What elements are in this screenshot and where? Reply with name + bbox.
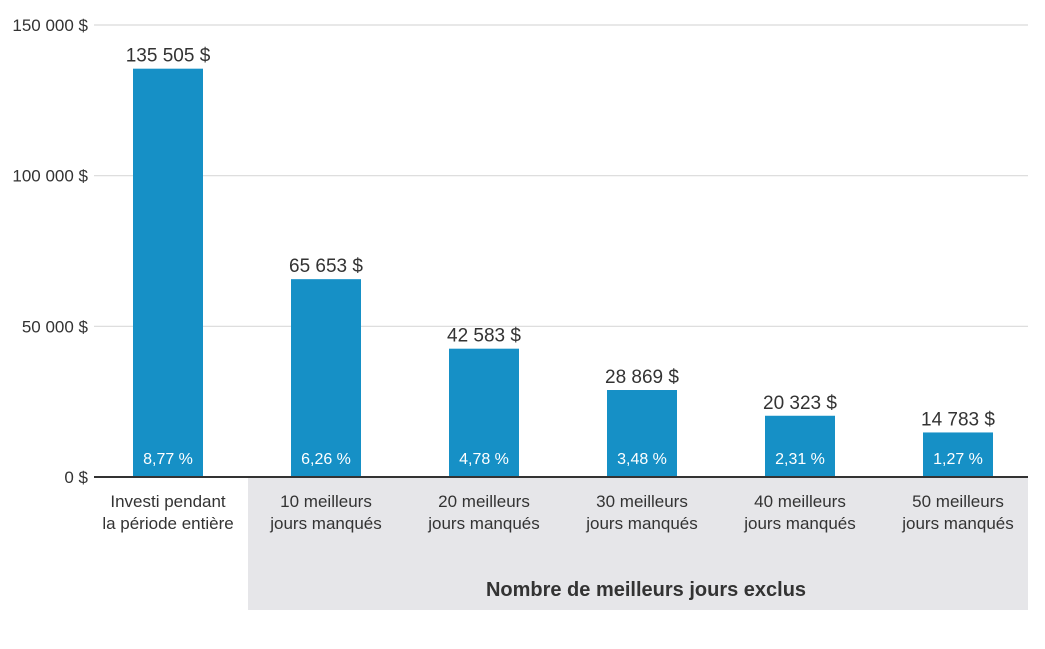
y-tick-label: 0 $ <box>64 468 88 487</box>
data-label: 14 783 $ <box>921 409 995 430</box>
y-tick-label: 100 000 $ <box>12 167 88 186</box>
bars <box>133 68 993 477</box>
group-background <box>248 478 1028 610</box>
x-tick-label: Investi pendant la période entière <box>102 492 233 533</box>
y-tick-label: 50 000 $ <box>22 317 89 336</box>
rate-label: 4,78 % <box>459 451 509 468</box>
value-labels: 135 505 $ 65 653 $ 42 583 $ 28 869 $ 20 323 … <box>126 46 996 431</box>
x-tick-label-line: jours manqués <box>743 514 856 533</box>
bar <box>607 390 677 477</box>
x-tick-label-line: jours manqués <box>585 514 698 533</box>
x-tick-label-line: jours manqués <box>269 514 382 533</box>
rate-label: 2,31 % <box>775 451 825 468</box>
rate-label: 3,48 % <box>617 451 667 468</box>
x-tick-label: 30 meilleurs jours manqués <box>585 492 698 533</box>
x-tick-label-line: 20 meilleurs <box>438 492 530 511</box>
data-label: 65 653 $ <box>289 256 363 277</box>
x-tick-label: 50 meilleurs jours manqués <box>901 492 1014 533</box>
x-tick-label-line: 30 meilleurs <box>596 492 688 511</box>
rate-labels: 8,77 % 6,26 % 4,78 % 3,48 % 2,31 % 1,27 % <box>143 451 983 468</box>
x-tick-label-line: 10 meilleurs <box>280 492 372 511</box>
bar <box>449 348 519 477</box>
x-tick-label: 20 meilleurs jours manqués <box>427 492 540 533</box>
rate-label: 6,26 % <box>301 451 351 468</box>
bar <box>133 68 203 477</box>
y-tick-label: 150 000 $ <box>12 16 88 35</box>
data-label: 20 323 $ <box>763 393 837 414</box>
rate-label: 8,77 % <box>143 451 193 468</box>
bar <box>923 432 993 477</box>
grid-lines <box>94 24 1028 327</box>
y-axis-labels: 0 $ 50 000 $ 100 000 $ 150 000 $ <box>12 16 88 487</box>
data-label: 28 869 $ <box>605 367 679 388</box>
category-labels: Investi pendant la période entière 10 meil… <box>102 492 1013 533</box>
x-tick-label-line: jours manqués <box>901 514 1014 533</box>
bar <box>765 415 835 477</box>
x-tick-label: 40 meilleurs jours manqués <box>743 492 856 533</box>
x-tick-label: 10 meilleurs jours manqués <box>269 492 382 533</box>
data-label: 42 583 $ <box>447 326 521 347</box>
x-tick-label-line: la période entière <box>102 514 233 533</box>
rate-label: 1,27 % <box>933 451 983 468</box>
bar <box>291 279 361 477</box>
data-label: 135 505 $ <box>126 46 211 67</box>
x-tick-label-line: 50 meilleurs <box>912 492 1004 511</box>
x-tick-label-line: 40 meilleurs <box>754 492 846 511</box>
x-tick-label-line: jours manqués <box>427 514 540 533</box>
group-title: Nombre de meilleurs jours exclus <box>486 579 806 601</box>
x-tick-label-line: Investi pendant <box>110 492 226 511</box>
